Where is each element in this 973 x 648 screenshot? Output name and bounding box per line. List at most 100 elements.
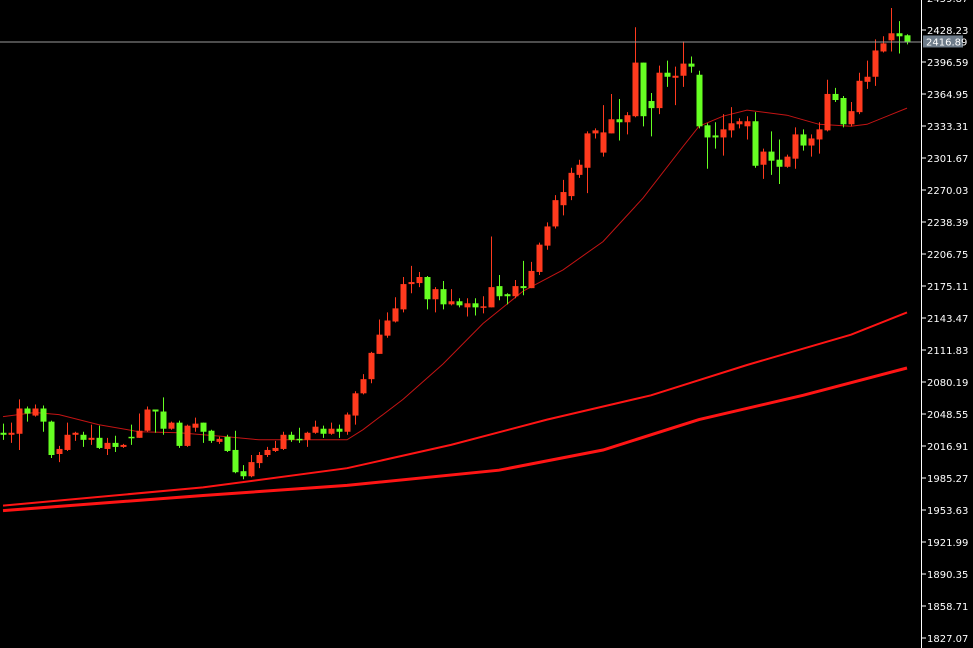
moving-average-line-2 <box>2 311 908 507</box>
candle <box>720 114 727 156</box>
candle <box>800 129 807 151</box>
axis-tick-label: 1890.35 <box>927 570 968 581</box>
candle <box>736 118 743 129</box>
axis-tick-label: 2143.47 <box>927 314 968 325</box>
bid-price-tag: 2416.89 <box>923 35 967 48</box>
candle <box>712 122 719 149</box>
candle-body <box>32 408 39 416</box>
candle-body <box>584 133 591 168</box>
axis-tick-label: 2333.31 <box>927 122 968 133</box>
candle <box>136 413 143 438</box>
candle-body <box>888 33 895 41</box>
candle-body <box>256 455 263 464</box>
candle-body <box>336 428 343 432</box>
candle <box>464 298 471 317</box>
candle-body <box>544 226 551 246</box>
candle-body <box>848 111 855 125</box>
candle-body <box>784 156 791 167</box>
candle <box>216 436 223 444</box>
axis-tick-label: 2111.83 <box>927 346 968 357</box>
candle-body <box>304 432 311 440</box>
candle-body <box>624 115 631 123</box>
candle-body <box>648 101 655 109</box>
candle-body <box>40 408 47 422</box>
candle-body <box>792 134 799 159</box>
candle <box>608 93 615 134</box>
candle <box>176 420 183 448</box>
candle <box>48 420 55 459</box>
candle <box>904 34 911 45</box>
candle-body <box>816 129 823 140</box>
bid-price-label: 2416.89 <box>926 37 967 48</box>
candle <box>744 116 751 140</box>
candle-body <box>704 125 711 138</box>
candle-body <box>72 432 79 435</box>
candle <box>240 465 247 480</box>
candle <box>672 66 679 106</box>
candle <box>160 397 167 435</box>
candle <box>512 280 519 299</box>
candle-body <box>592 130 599 134</box>
price-axis[interactable]: 2459.87 2428.23 2396.59 2364.95 2333.31 2301.… <box>921 0 968 645</box>
candle-body <box>168 422 175 429</box>
candle-body <box>408 282 415 285</box>
candle <box>752 112 759 168</box>
candle <box>640 62 647 127</box>
candle <box>440 281 447 310</box>
candle <box>688 56 695 73</box>
candles <box>0 7 911 480</box>
candle <box>8 422 15 443</box>
candle-body <box>656 72 663 109</box>
candle-body <box>880 43 887 52</box>
candle <box>24 406 31 422</box>
candle-body <box>728 123 735 131</box>
candle <box>448 289 455 306</box>
candle-body <box>392 308 399 322</box>
candle-body <box>224 436 231 451</box>
candle-body <box>376 334 383 354</box>
candle-body <box>248 462 255 477</box>
candle-body <box>504 294 511 297</box>
candle <box>496 274 503 301</box>
candle-body <box>8 432 15 435</box>
candle-body <box>240 471 247 477</box>
candle-body <box>144 409 151 431</box>
candle-body <box>832 93 839 101</box>
candle <box>264 446 271 458</box>
axis-tick-label: 1953.63 <box>927 506 968 517</box>
candle-body <box>840 97 847 125</box>
candle-body <box>192 423 199 428</box>
candle <box>96 425 103 449</box>
moving-averages <box>2 107 908 513</box>
axis-tick-label: 2080.19 <box>927 378 968 389</box>
candle-body <box>64 434 71 450</box>
candle-body <box>352 393 359 416</box>
candle-body <box>272 447 279 451</box>
candle <box>352 391 359 425</box>
candle <box>544 222 551 250</box>
candle <box>368 351 375 384</box>
candle <box>568 167 575 201</box>
candle <box>144 406 151 432</box>
candle <box>16 399 23 450</box>
candle-body <box>640 62 647 117</box>
candle-body <box>128 436 135 439</box>
candle <box>656 65 663 115</box>
axis-tick-label: 2459.87 <box>927 0 968 5</box>
candle <box>528 261 535 289</box>
candle <box>872 39 879 86</box>
candle <box>600 105 607 157</box>
candle <box>704 123 711 169</box>
candle-body <box>776 159 783 167</box>
axis-tick-label: 2270.03 <box>927 186 968 197</box>
axis-tick-label: 2175.11 <box>927 282 968 293</box>
candle <box>680 41 687 87</box>
candle <box>584 131 591 194</box>
candle <box>280 431 287 450</box>
candle-body <box>48 421 55 456</box>
candle-body <box>184 425 191 446</box>
candle-body <box>488 287 495 308</box>
candle <box>728 107 735 138</box>
candle <box>376 319 383 354</box>
